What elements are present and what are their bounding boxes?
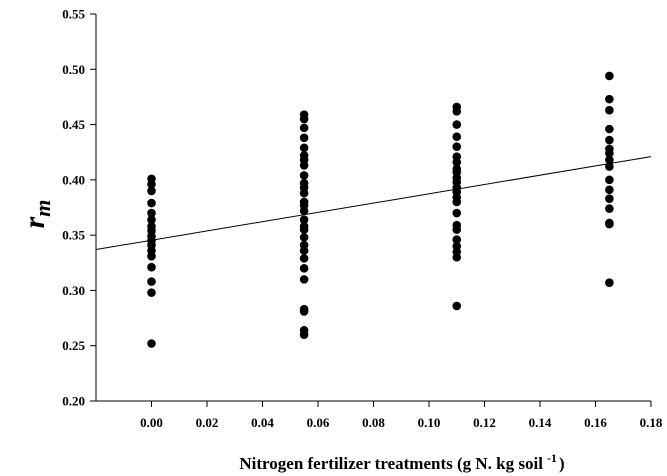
- data-point: [452, 235, 462, 244]
- data-point: [452, 208, 462, 218]
- data-point: [605, 105, 614, 115]
- data-point: [452, 142, 462, 151]
- x-axis-title-end: ): [559, 454, 565, 473]
- y-tick-label: 0.20: [62, 394, 85, 409]
- y-axis-ticks: 0.20 0.25 0.30 0.35 0.40 0.45 0.50 0.55: [62, 7, 96, 409]
- data-point: [299, 246, 309, 255]
- x-tick-label: 0.10: [418, 415, 441, 430]
- data-points: [147, 71, 614, 348]
- data-point: [299, 161, 309, 170]
- data-point: [299, 171, 309, 180]
- data-point: [147, 288, 156, 297]
- y-tick-label: 0.45: [62, 117, 85, 132]
- data-point: [147, 215, 156, 224]
- data-point: [605, 278, 614, 287]
- x-tick-label: 0.12: [473, 415, 496, 430]
- x-tick-label: 0.02: [196, 415, 219, 430]
- data-point: [452, 225, 462, 234]
- data-point: [605, 185, 614, 195]
- x-tick-label: 0.18: [640, 415, 663, 430]
- x-axis-title-main: Nitrogen fertilizer treatments (g N. kg …: [239, 454, 543, 473]
- data-point: [299, 264, 309, 273]
- data-point: [452, 252, 462, 262]
- plot-area: 0.200.250.300.350.400.450.500.55 0.00 0.0…: [62, 7, 663, 431]
- data-point: [299, 330, 309, 339]
- data-point: [605, 149, 614, 158]
- data-point: [605, 162, 614, 171]
- y-tick-label: 0.50: [62, 62, 85, 77]
- data-point: [147, 277, 156, 286]
- data-point: [605, 204, 614, 213]
- regression-line: [95, 156, 652, 251]
- data-point: [147, 198, 156, 208]
- y-tick-label: 0.25: [62, 338, 85, 353]
- data-point: [605, 94, 614, 104]
- x-tick-label: 0.08: [362, 415, 385, 430]
- data-point: [452, 107, 462, 116]
- x-tick-label: 0.00: [140, 415, 163, 430]
- regression-line-layer: [95, 156, 652, 251]
- x-axis-ticks: 0.00 0.02 0.04 0.06 0.08 0.10 0.12 0.14 0.16 0.18: [140, 401, 663, 430]
- data-point: [299, 206, 309, 216]
- data-point: [299, 123, 309, 133]
- data-point: [605, 155, 614, 165]
- y-axis-title: rm: [18, 200, 55, 229]
- data-point: [452, 132, 462, 142]
- data-point: [147, 179, 156, 189]
- data-point: [452, 301, 462, 311]
- data-point: [452, 120, 462, 129]
- data-point: [605, 71, 614, 81]
- data-point: [147, 339, 156, 348]
- data-point: [452, 197, 462, 207]
- data-point: [147, 262, 156, 272]
- data-point: [299, 254, 309, 263]
- data-point: [299, 143, 309, 153]
- x-tick-label: 0.14: [529, 415, 552, 430]
- data-point: [299, 307, 309, 316]
- data-point: [605, 135, 614, 145]
- data-point: [299, 133, 309, 143]
- y-tick-label: 0.35: [62, 228, 85, 243]
- data-point: [299, 215, 309, 224]
- data-point: [605, 124, 614, 134]
- data-point: [299, 188, 309, 198]
- data-point: [147, 208, 156, 218]
- x-tick-label: 0.06: [307, 415, 330, 430]
- data-point: [605, 194, 614, 203]
- y-tick-label: 0.55: [62, 7, 85, 22]
- y-axis-title-sub: m: [30, 200, 55, 217]
- x-axis-title: Nitrogen fertilizer treatments (g N. kg …: [239, 451, 564, 473]
- y-tick-label: 0.30: [62, 283, 85, 298]
- data-point: [605, 219, 614, 229]
- data-point: [299, 275, 309, 284]
- data-point: [147, 251, 156, 261]
- data-point: [147, 186, 156, 196]
- data-point: [299, 225, 309, 234]
- x-axis-title-superscript: -1: [547, 451, 557, 465]
- x-tick-label: 0.16: [584, 415, 607, 430]
- x-tick-label: 0.04: [251, 415, 274, 430]
- data-point: [605, 175, 614, 185]
- data-point: [452, 157, 462, 167]
- y-axis-title-base: r: [18, 216, 51, 228]
- data-point: [299, 114, 309, 124]
- y-tick-label: 0.40: [62, 172, 85, 187]
- data-point: [299, 233, 309, 242]
